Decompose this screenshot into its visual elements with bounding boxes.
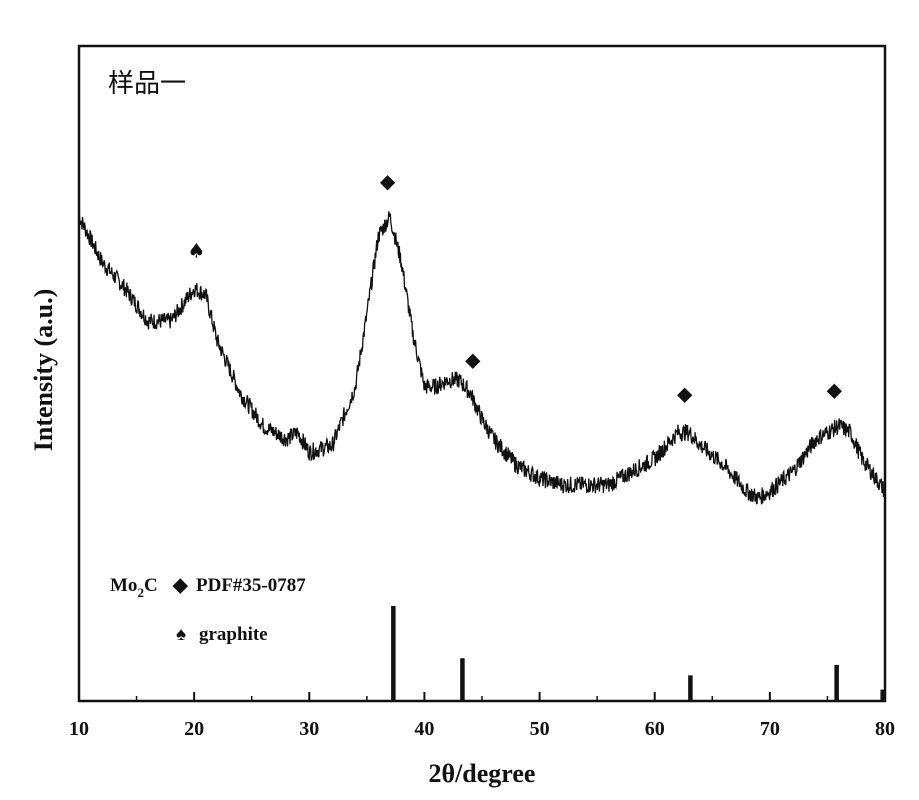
diamond-marker-icon: ◆ [827, 378, 843, 402]
x-tick-label: 10 [69, 718, 89, 740]
diamond-marker-icon: ◆ [380, 169, 396, 193]
legend-formula-end: C [144, 575, 158, 596]
diamond-marker-icon: ◆ [465, 347, 481, 371]
legend-formula: Mo2C [110, 575, 158, 600]
x-tick-label: 40 [414, 718, 434, 740]
spade-marker-icon: ♠ [187, 239, 205, 263]
legend-reference-label: PDF#35-0787 [196, 575, 306, 596]
x-tick-label: 50 [530, 718, 550, 740]
x-tick-label: 60 [645, 718, 665, 740]
x-tick-label: 70 [760, 718, 780, 740]
legend-formula-main: Mo [110, 575, 137, 596]
x-axis-title: 2θ/degree [429, 759, 536, 788]
legend-diamond-icon: ◆ [172, 575, 189, 596]
x-tick-label: 20 [184, 718, 204, 740]
panel-label: 样品一 [108, 69, 186, 99]
plot-frame [79, 46, 885, 701]
peak-markers: ♠ ◆ ◆ ◆ ◆ [187, 169, 842, 405]
x-tick-label: 30 [299, 718, 319, 740]
x-axis-ticks: 10 20 30 40 50 60 70 80 [69, 692, 895, 740]
x-tick-label: 80 [875, 718, 895, 740]
legend: Mo2C ◆ PDF#35-0787 ♠ graphite [110, 575, 306, 645]
legend-graphite-label: graphite [199, 624, 268, 645]
reference-sticks [393, 606, 882, 701]
y-axis-title: Intensity (a.u.) [29, 289, 58, 452]
diamond-marker-icon: ◆ [677, 381, 693, 405]
legend-spade-icon: ♠ [176, 624, 186, 645]
